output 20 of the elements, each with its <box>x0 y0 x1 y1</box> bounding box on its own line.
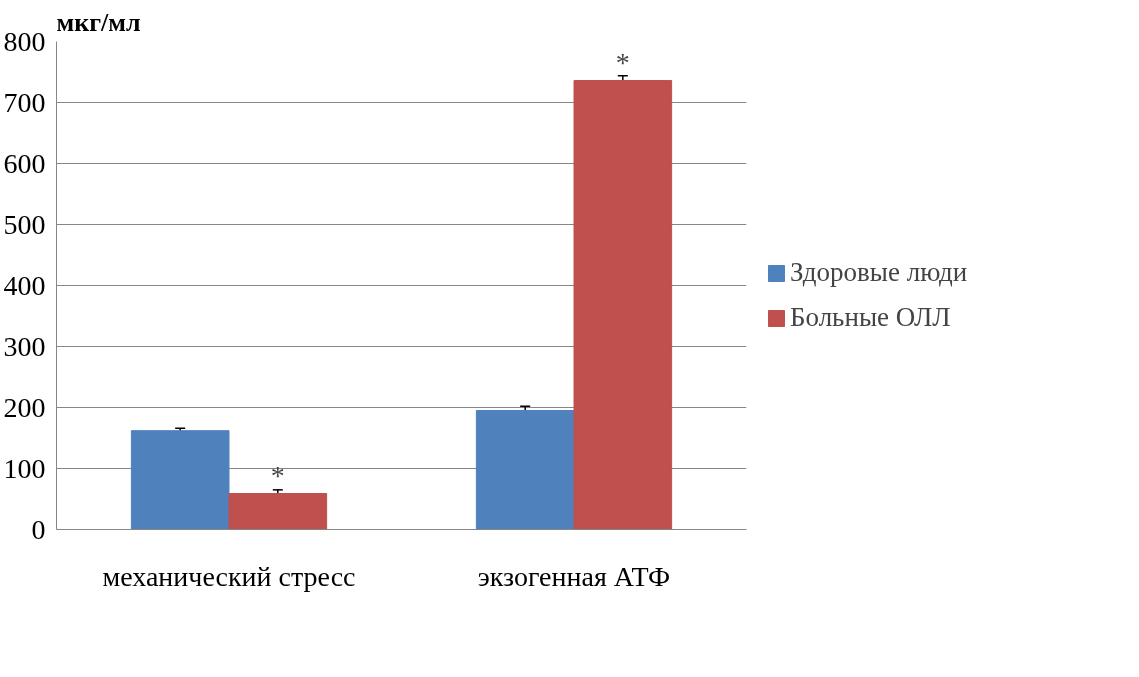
y-axis-title: мкг/мл <box>56 7 141 37</box>
y-tick-label: 400 <box>3 269 46 301</box>
y-tick-label: 100 <box>3 452 46 484</box>
bar <box>130 430 230 530</box>
legend-label: Здоровые люди <box>790 257 968 288</box>
x-tick-label: механический стресс <box>102 560 356 592</box>
y-tick-label: 800 <box>3 25 46 57</box>
bar <box>228 493 328 530</box>
y-tick-label: 500 <box>3 208 46 240</box>
y-tick-label: 200 <box>3 391 46 423</box>
legend-label: Больные ОЛЛ <box>790 302 951 333</box>
y-tick-label: 700 <box>3 86 46 118</box>
annotation: * <box>615 47 630 79</box>
y-tick-label: 0 <box>31 513 46 545</box>
y-tick-label: 300 <box>3 330 46 362</box>
y-tick-label: 600 <box>3 147 46 179</box>
bar <box>573 80 673 530</box>
annotation: * <box>270 460 285 492</box>
x-tick-label: экзогенная АТФ <box>477 560 671 592</box>
bar <box>475 410 575 530</box>
